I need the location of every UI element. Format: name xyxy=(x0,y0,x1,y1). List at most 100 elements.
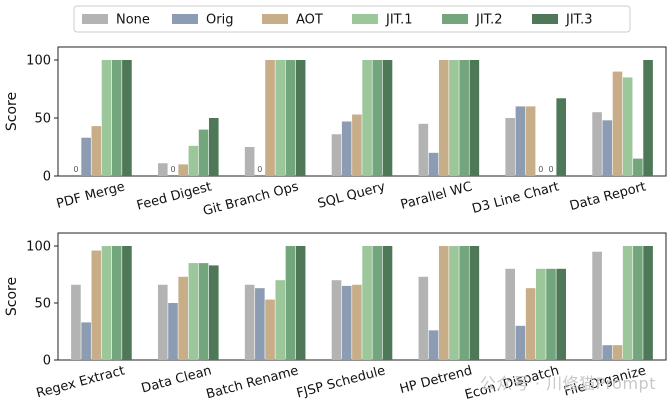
bar-data-clean-jit3 xyxy=(208,265,219,360)
bar-fjsp-schedule-none xyxy=(331,280,342,360)
bar-d3-line-chart-aot xyxy=(525,106,536,176)
zero-value-label: 0 xyxy=(548,165,553,174)
panel-1-ytick-label: 100 xyxy=(26,54,51,69)
bar-file-organize-aot xyxy=(612,345,623,360)
zero-value-label: 0 xyxy=(73,165,78,174)
bar-hp-detrend-jit2 xyxy=(459,246,469,360)
bar-d3-line-chart-jit3 xyxy=(556,98,567,176)
bar-git-branch-ops-jit2 xyxy=(285,60,296,176)
bar-fjsp-schedule-jit1 xyxy=(362,246,372,360)
panel-2-ytick-label: 50 xyxy=(34,297,51,312)
bar-pdf-merge-jit3 xyxy=(122,60,132,176)
panel-2-xtick-label: Regex Extract xyxy=(35,363,127,400)
panel-2-ytick-label: 0 xyxy=(43,354,51,369)
bar-data-report-jit3 xyxy=(643,60,653,176)
panel-1-xtick-label: PDF Merge xyxy=(55,179,127,212)
legend-label-none: None xyxy=(116,13,150,28)
bar-parallel-wc-jit1 xyxy=(449,60,459,176)
bar-econ-dispatch-none xyxy=(505,268,516,360)
bar-d3-line-chart-none xyxy=(505,118,516,176)
bar-feed-digest-jit3 xyxy=(208,118,219,176)
bar-git-branch-ops-jit1 xyxy=(275,60,286,176)
bar-file-organize-jit3 xyxy=(643,246,653,360)
bar-feed-digest-jit2 xyxy=(198,129,209,176)
legend-swatch-jit2 xyxy=(442,14,468,24)
bar-feed-digest-jit1 xyxy=(188,145,199,176)
bar-hp-detrend-none xyxy=(418,276,429,360)
panel-1-frame xyxy=(57,46,667,177)
legend-swatch-none xyxy=(82,14,108,24)
bar-pdf-merge-orig xyxy=(81,137,91,176)
legend-swatch-jit1 xyxy=(352,14,378,24)
bar-parallel-wc-jit2 xyxy=(459,60,469,176)
panel-2-frame xyxy=(57,232,667,361)
panel-1-xtick-label: Parallel WC xyxy=(399,179,474,212)
legend-label-aot: AOT xyxy=(296,13,323,28)
panel-2-xtick-label: Batch Rename xyxy=(205,363,300,400)
zero-value-label: 0 xyxy=(257,165,262,174)
bar-regex-extract-none xyxy=(71,284,81,360)
legend-label-jit3: JIT.3 xyxy=(565,13,592,28)
bar-pdf-merge-aot xyxy=(91,126,102,176)
bar-file-organize-jit1 xyxy=(622,246,633,360)
bar-fjsp-schedule-aot xyxy=(352,284,362,360)
panel-1-xtick-label: SQL Query xyxy=(316,179,387,212)
bar-git-branch-ops-jit3 xyxy=(295,60,306,176)
bar-econ-dispatch-jit1 xyxy=(536,268,546,360)
bar-git-branch-ops-none xyxy=(244,147,255,176)
legend-swatch-jit3 xyxy=(532,14,558,24)
bar-hp-detrend-jit1 xyxy=(449,246,459,360)
legend-label-orig: Orig xyxy=(206,13,233,28)
panel-1-xtick-label: D3 Line Chart xyxy=(471,179,561,217)
bar-hp-detrend-jit3 xyxy=(469,246,480,360)
bar-data-clean-orig xyxy=(168,303,178,360)
bar-batch-rename-jit3 xyxy=(295,246,306,360)
panel-1-ytick-label: 0 xyxy=(43,170,51,185)
bar-parallel-wc-orig xyxy=(428,152,439,176)
panel-1-xtick-label: Data Report xyxy=(568,179,647,214)
bar-econ-dispatch-orig xyxy=(515,325,526,360)
legend-swatch-orig xyxy=(172,14,198,24)
bar-sql-query-aot xyxy=(352,114,362,176)
bar-batch-rename-orig xyxy=(255,288,265,360)
bar-fjsp-schedule-orig xyxy=(341,285,352,360)
bar-batch-rename-aot xyxy=(265,299,275,360)
bar-d3-line-chart-orig xyxy=(515,106,526,176)
panel-1-ylabel: Score xyxy=(4,92,20,131)
bar-data-clean-none xyxy=(157,284,168,360)
bar-regex-extract-aot xyxy=(91,250,102,360)
bar-sql-query-jit3 xyxy=(382,60,393,176)
bar-parallel-wc-aot xyxy=(438,60,449,176)
bar-file-organize-jit2 xyxy=(633,246,643,360)
bar-hp-detrend-orig xyxy=(428,330,439,360)
legend-label-jit2: JIT.2 xyxy=(475,13,502,28)
bar-sql-query-jit1 xyxy=(362,60,372,176)
bar-sql-query-none xyxy=(331,134,342,176)
bar-feed-digest-none xyxy=(157,163,168,176)
bar-pdf-merge-jit2 xyxy=(111,60,122,176)
panel-2-xtick-label: Data Clean xyxy=(140,363,214,396)
legend-swatch-aot xyxy=(262,14,288,24)
bar-file-organize-none xyxy=(592,251,602,360)
bar-econ-dispatch-aot xyxy=(525,288,536,360)
zero-value-label: 0 xyxy=(538,165,543,174)
bar-regex-extract-jit3 xyxy=(122,246,132,360)
bar-feed-digest-aot xyxy=(178,164,188,176)
bar-regex-extract-jit2 xyxy=(111,246,122,360)
bar-econ-dispatch-jit2 xyxy=(546,268,556,360)
bar-batch-rename-jit2 xyxy=(285,246,296,360)
bar-econ-dispatch-jit3 xyxy=(556,268,567,360)
bar-parallel-wc-jit3 xyxy=(469,60,480,176)
bar-data-report-orig xyxy=(602,120,613,176)
panel-2-ytick-label: 100 xyxy=(26,240,51,255)
bar-regex-extract-orig xyxy=(81,322,91,360)
bar-data-clean-jit1 xyxy=(188,263,199,360)
bar-data-clean-aot xyxy=(178,276,188,360)
legend-label-jit1: JIT.1 xyxy=(385,13,412,28)
bar-fjsp-schedule-jit3 xyxy=(382,246,393,360)
panel-2-ylabel: Score xyxy=(4,277,20,316)
bar-data-report-jit2 xyxy=(633,158,643,176)
watermark-text: 公众号 · 川修猫Prompt xyxy=(479,374,656,393)
zero-value-label: 0 xyxy=(170,165,175,174)
